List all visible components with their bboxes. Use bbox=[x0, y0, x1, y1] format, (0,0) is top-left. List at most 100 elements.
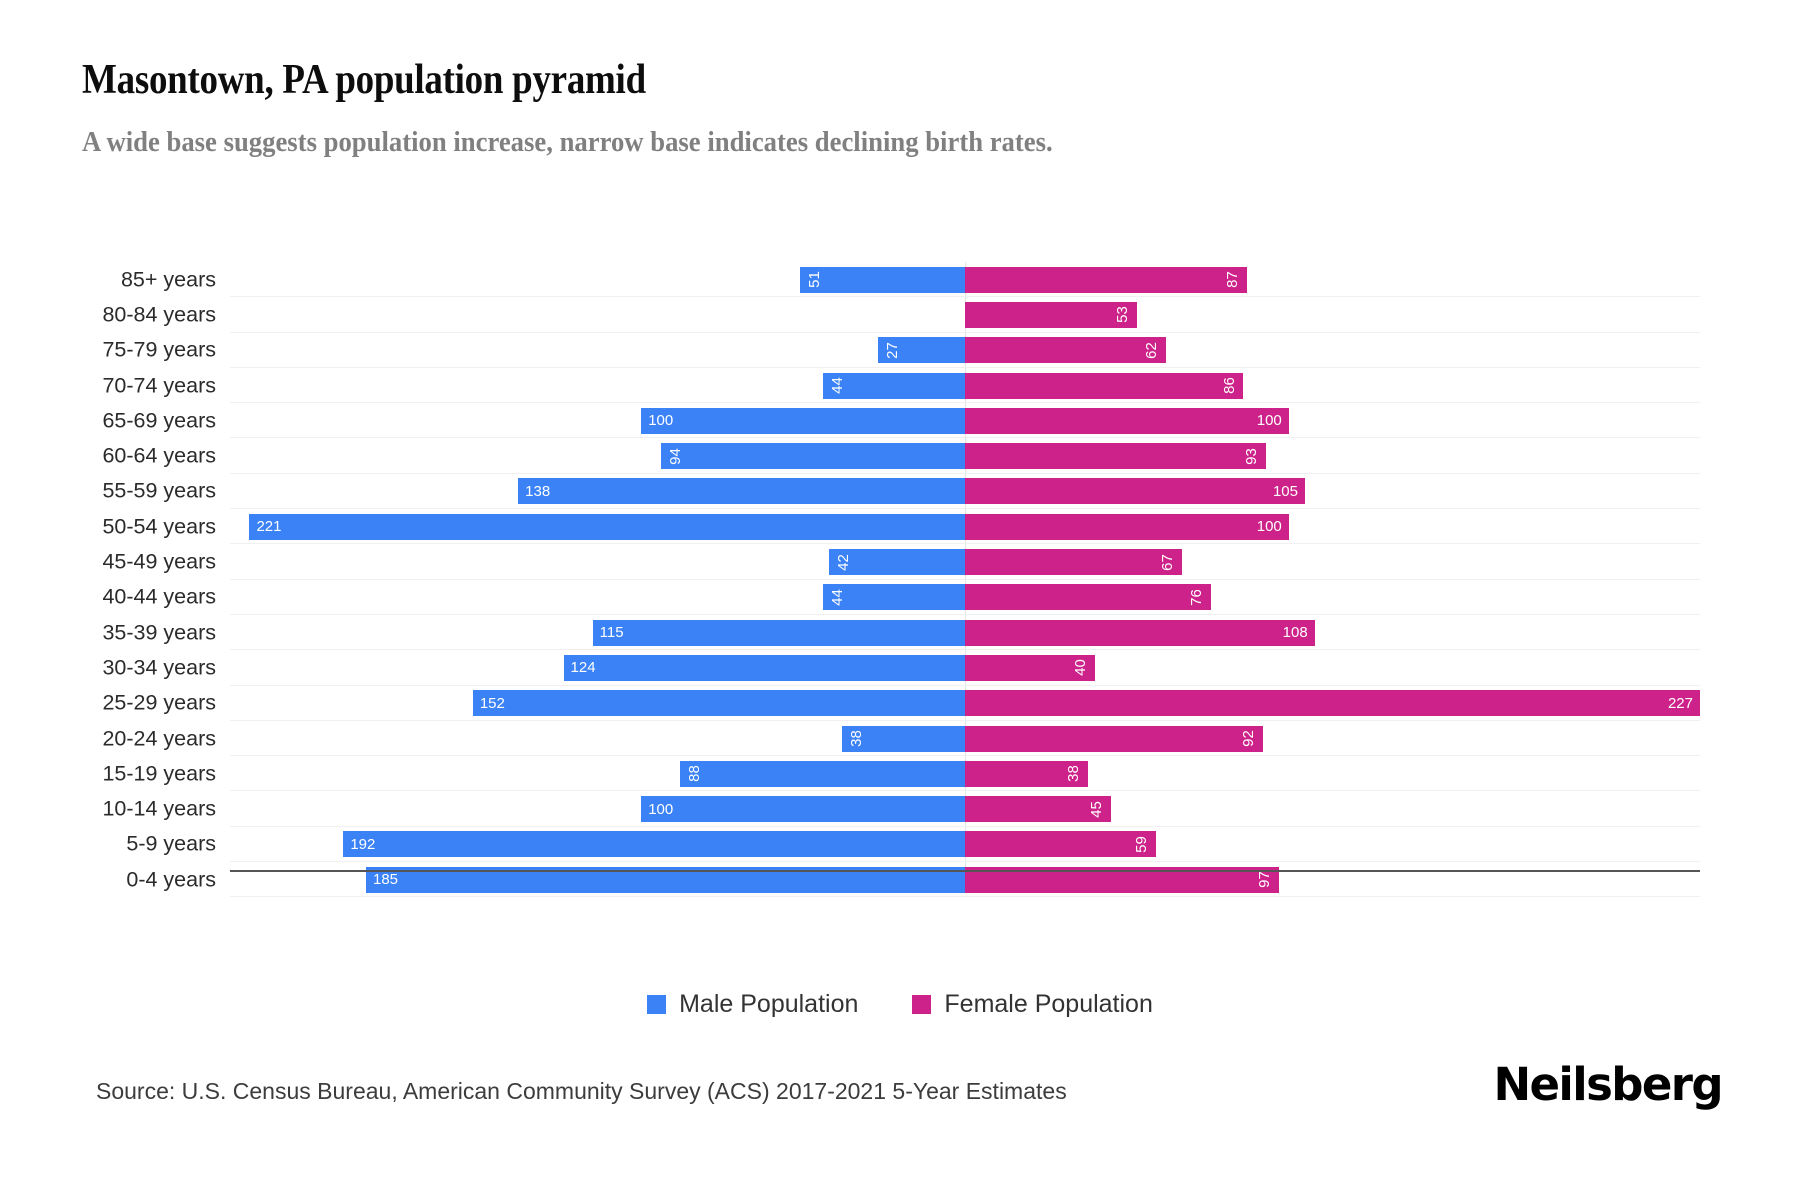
female-bar[interactable]: 87 bbox=[965, 266, 1247, 293]
y-axis-tick-label: 5-9 years bbox=[126, 831, 216, 856]
female-bar[interactable]: 108 bbox=[965, 619, 1315, 646]
page-subtitle: A wide base suggests population increase… bbox=[82, 126, 1053, 158]
y-axis-tick-label: 75-79 years bbox=[102, 337, 216, 362]
male-bar-value: 115 bbox=[599, 624, 624, 642]
male-half: 44 bbox=[230, 580, 965, 615]
male-bar[interactable]: 115 bbox=[592, 619, 965, 646]
legend-label-female: Female Population bbox=[944, 990, 1153, 1018]
row-bars: 44 86 bbox=[230, 368, 1700, 403]
x-axis-baseline bbox=[230, 870, 1700, 872]
legend-label-male: Male Population bbox=[679, 990, 859, 1018]
female-bar-value: 45 bbox=[1087, 800, 1105, 818]
female-bar[interactable]: 62 bbox=[965, 337, 1166, 364]
male-bar[interactable]: 124 bbox=[563, 654, 965, 681]
female-bar[interactable]: 86 bbox=[965, 372, 1244, 399]
female-bar-value: 100 bbox=[1256, 518, 1282, 536]
legend-item-male[interactable]: Male Population bbox=[647, 990, 858, 1019]
male-bar-value: 27 bbox=[883, 341, 901, 359]
table-row: 70-74 years 44 86 bbox=[102, 368, 1700, 404]
male-bar-value: 100 bbox=[648, 800, 674, 818]
y-axis-tick-label: 60-64 years bbox=[102, 443, 216, 468]
gridline bbox=[230, 719, 1700, 721]
female-bar-value: 100 bbox=[1256, 412, 1282, 430]
male-bar[interactable]: 192 bbox=[343, 831, 965, 858]
male-bar[interactable]: 138 bbox=[518, 478, 965, 505]
male-bar[interactable]: 51 bbox=[799, 266, 965, 293]
female-bar[interactable]: 40 bbox=[965, 654, 1095, 681]
female-bar[interactable]: 59 bbox=[965, 831, 1157, 858]
row-bars: 138 105 bbox=[230, 474, 1700, 509]
female-bar[interactable]: 100 bbox=[965, 513, 1289, 540]
gridline bbox=[230, 755, 1700, 757]
male-bar-value: 42 bbox=[834, 553, 852, 571]
female-bar[interactable]: 38 bbox=[965, 760, 1089, 787]
female-half: 67 bbox=[965, 544, 1700, 579]
table-row: 80-84 years 53 bbox=[102, 297, 1700, 333]
female-bar-value: 92 bbox=[1240, 730, 1258, 747]
female-half: 100 bbox=[965, 509, 1700, 544]
gridline bbox=[230, 684, 1700, 686]
y-axis-tick-label: 70-74 years bbox=[102, 373, 216, 398]
male-half: 42 bbox=[230, 544, 965, 579]
female-half: 53 bbox=[965, 297, 1700, 332]
male-bar[interactable]: 152 bbox=[472, 690, 965, 717]
female-bar[interactable]: 76 bbox=[965, 584, 1212, 611]
female-bar-value: 105 bbox=[1272, 482, 1298, 500]
male-bar[interactable]: 27 bbox=[877, 337, 965, 364]
table-row: 20-24 years 38 92 bbox=[102, 721, 1700, 757]
male-bar[interactable]: 94 bbox=[660, 443, 965, 470]
female-bar[interactable]: 227 bbox=[965, 690, 1700, 717]
row-bars: 185 97 bbox=[230, 862, 1700, 897]
y-axis-tick-label: 85+ years bbox=[120, 267, 216, 292]
gridline bbox=[230, 896, 1700, 898]
male-half: 124 bbox=[230, 650, 965, 685]
male-bar[interactable]: 221 bbox=[249, 513, 965, 540]
male-bar[interactable]: 38 bbox=[841, 725, 965, 752]
row-bars: 53 bbox=[230, 297, 1700, 332]
row-bars: 100 100 bbox=[230, 403, 1700, 438]
male-bar[interactable]: 42 bbox=[829, 549, 965, 576]
male-bar-value: 152 bbox=[479, 694, 505, 712]
gridline bbox=[230, 861, 1700, 863]
male-half: 44 bbox=[230, 368, 965, 403]
male-half: 185 bbox=[230, 862, 965, 897]
female-bar[interactable]: 45 bbox=[965, 796, 1111, 823]
table-row: 55-59 years 138 105 bbox=[102, 474, 1700, 510]
male-bar[interactable]: 44 bbox=[822, 372, 965, 399]
female-bar[interactable]: 67 bbox=[965, 549, 1182, 576]
female-color-swatch bbox=[912, 995, 932, 1014]
y-axis-tick-label: 55-59 years bbox=[102, 478, 216, 503]
male-bar[interactable]: 44 bbox=[822, 584, 965, 611]
source-note: Source: U.S. Census Bureau, American Com… bbox=[96, 1078, 1067, 1104]
female-bar[interactable]: 100 bbox=[965, 407, 1289, 434]
row-bars: 94 93 bbox=[230, 438, 1700, 473]
legend-item-female[interactable]: Female Population bbox=[912, 990, 1153, 1019]
male-half: 100 bbox=[230, 791, 965, 826]
male-bar[interactable]: 100 bbox=[641, 796, 965, 823]
y-axis-tick-label: 35-39 years bbox=[102, 620, 216, 645]
male-half: 138 bbox=[230, 474, 965, 509]
female-bar-value: 227 bbox=[1667, 694, 1693, 712]
male-half: 192 bbox=[230, 827, 965, 862]
female-bar-value: 76 bbox=[1188, 588, 1206, 606]
male-half: 27 bbox=[230, 333, 965, 368]
female-bar[interactable]: 105 bbox=[965, 478, 1305, 505]
row-bars: 152 227 bbox=[230, 686, 1700, 721]
male-half: 94 bbox=[230, 438, 965, 473]
male-bar[interactable]: 100 bbox=[641, 407, 965, 434]
male-half: 115 bbox=[230, 615, 965, 650]
female-bar[interactable]: 93 bbox=[965, 443, 1267, 470]
female-bar[interactable]: 92 bbox=[965, 725, 1263, 752]
gridline bbox=[230, 613, 1700, 615]
row-bars: 38 92 bbox=[230, 721, 1700, 756]
gridline bbox=[230, 366, 1700, 368]
table-row: 85+ years 51 87 bbox=[121, 262, 1700, 298]
female-bar-value: 108 bbox=[1282, 624, 1308, 642]
female-bar[interactable]: 53 bbox=[965, 301, 1137, 328]
male-half: 100 bbox=[230, 403, 965, 438]
male-half: 51 bbox=[230, 262, 965, 297]
female-bar-value: 97 bbox=[1256, 871, 1274, 889]
gridline bbox=[230, 825, 1700, 827]
female-half: 105 bbox=[965, 474, 1700, 509]
male-bar[interactable]: 88 bbox=[680, 760, 965, 787]
